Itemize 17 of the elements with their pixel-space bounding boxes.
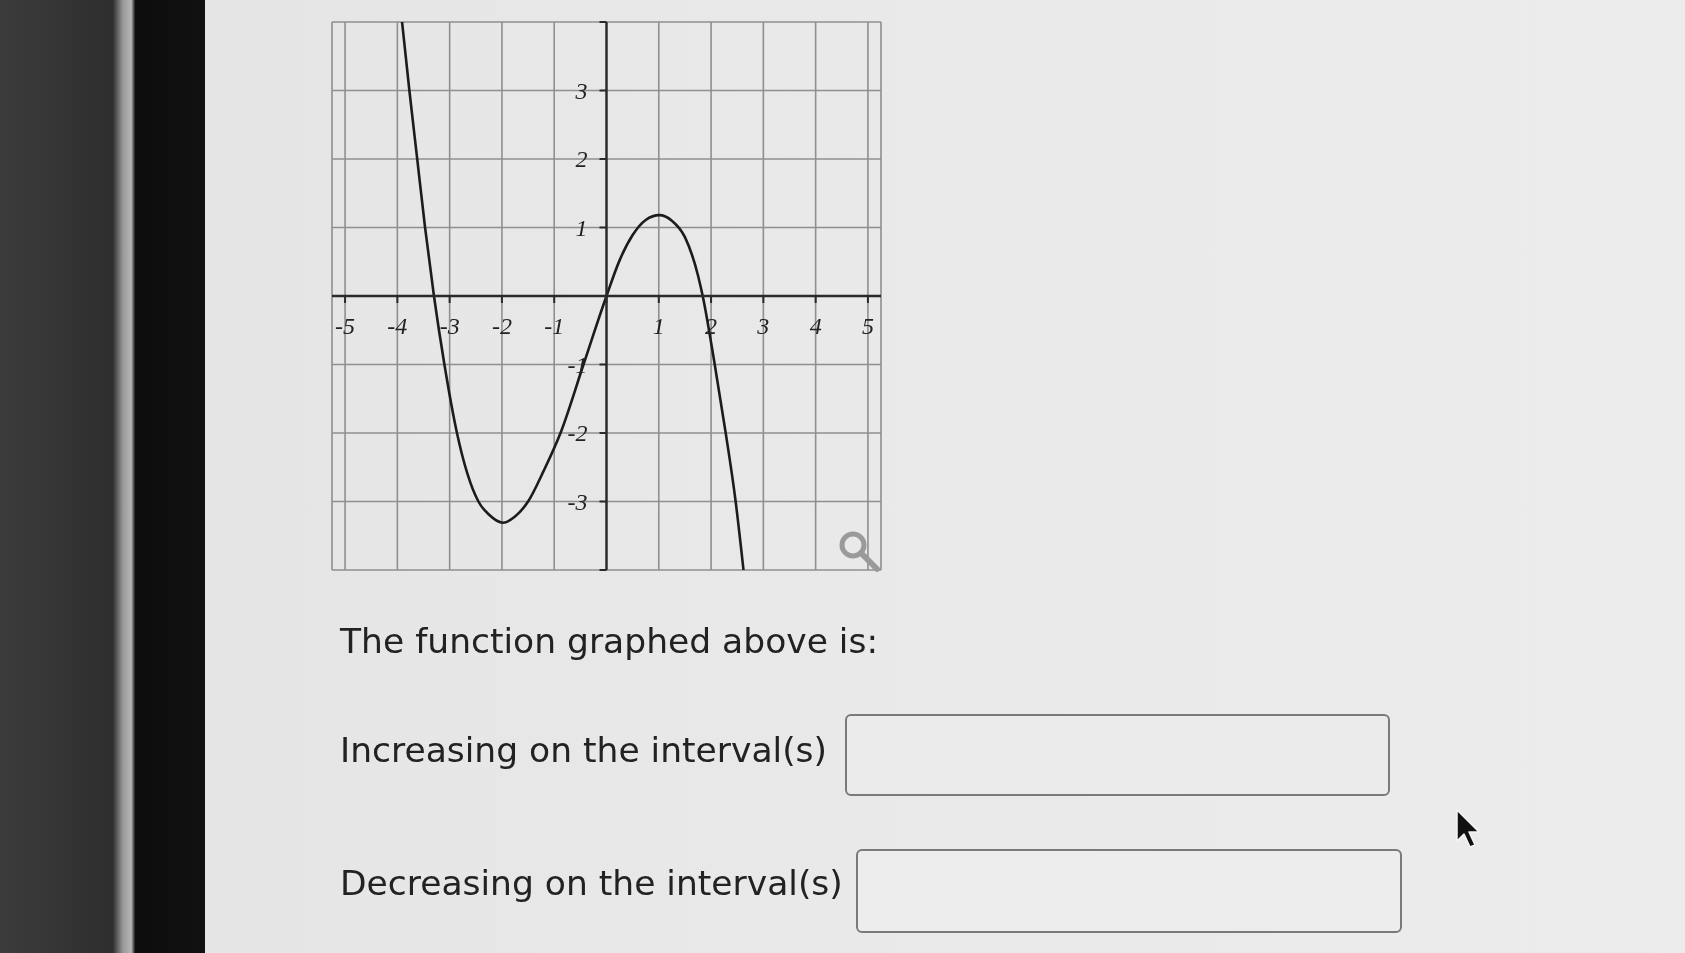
x-tick-label: 3 xyxy=(756,313,770,340)
x-tick-label: -3 xyxy=(439,313,460,340)
y-tick-label: -3 xyxy=(567,488,588,515)
x-tick-label: -2 xyxy=(491,313,512,340)
text: Decreasing on the interval(s) xyxy=(340,863,843,903)
x-tick-label: 5 xyxy=(861,313,874,340)
x-tick-label: -5 xyxy=(335,313,356,340)
x-tick-label: -1 xyxy=(544,313,565,340)
text: Increasing on the interval(s) xyxy=(340,730,828,770)
y-tick-label: 3 xyxy=(574,77,588,104)
x-tick-label: -4 xyxy=(387,313,408,340)
y-tick-label: 2 xyxy=(575,146,588,173)
x-tick-label: 4 xyxy=(809,313,822,340)
text: The function graphed above is: xyxy=(340,621,879,661)
y-tick-label: 1 xyxy=(575,214,588,241)
x-tick-label: 1 xyxy=(652,313,665,340)
y-tick-label: -2 xyxy=(567,420,588,447)
